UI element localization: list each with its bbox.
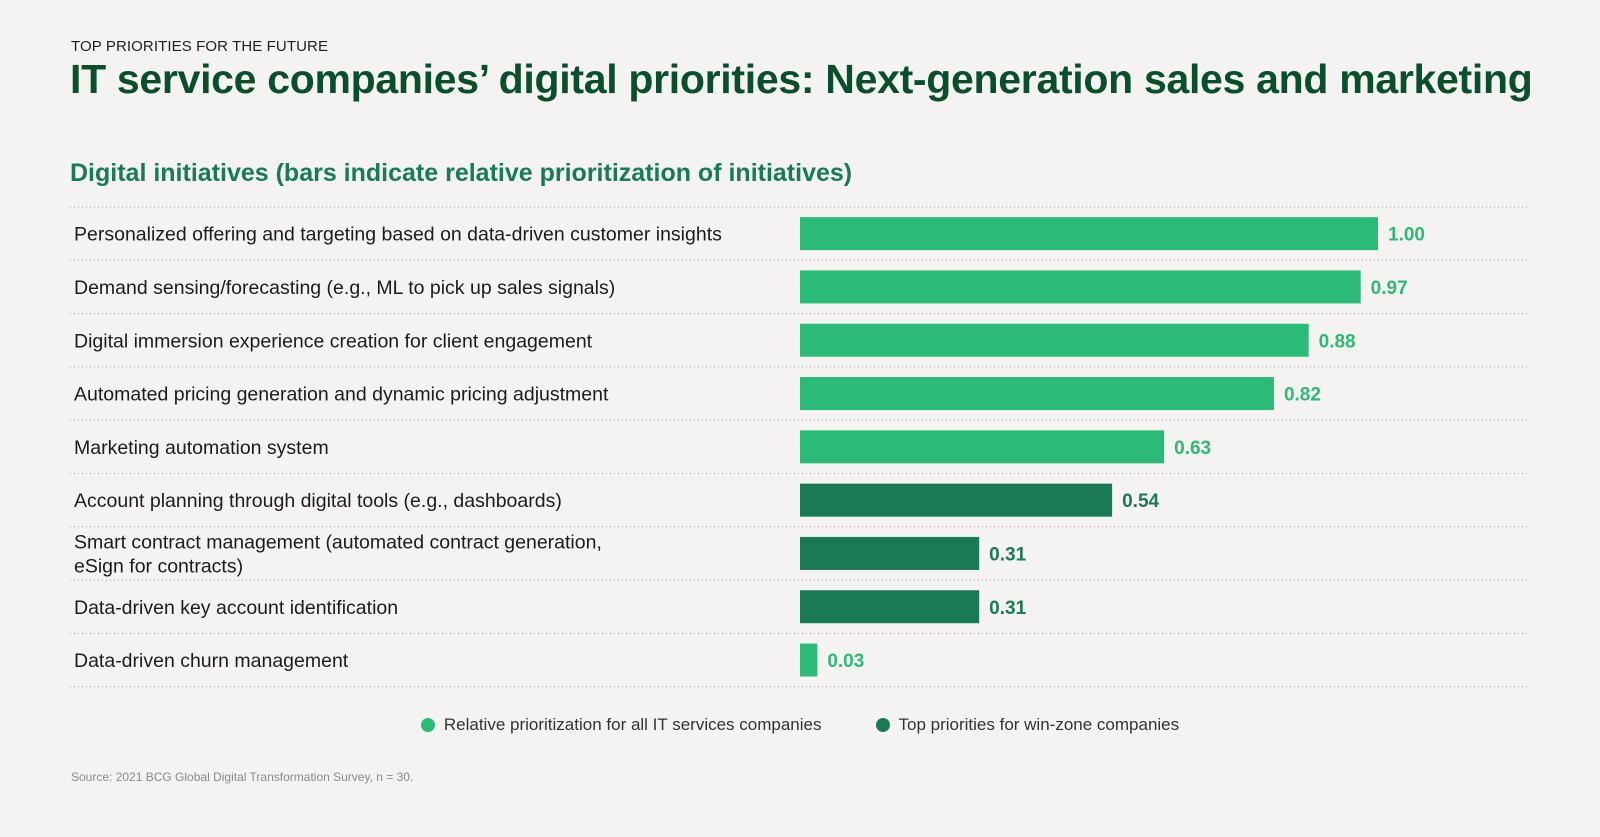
bar xyxy=(800,217,1378,251)
value-label: 0.63 xyxy=(1174,438,1211,459)
legend-label: Relative prioritization for all IT servi… xyxy=(443,715,822,734)
bar xyxy=(800,430,1165,464)
bar xyxy=(800,643,818,677)
value-label: 0.31 xyxy=(989,544,1026,565)
legend-label: Top priorities for win-zone companies xyxy=(898,715,1180,734)
category-label: Data-driven churn management xyxy=(74,650,349,672)
category-label: Digital immersion experience creation fo… xyxy=(74,330,593,352)
value-label: 0.54 xyxy=(1122,491,1159,512)
bar-chart: Personalized offering and targeting base… xyxy=(70,206,1530,688)
value-label: 0.97 xyxy=(1371,278,1408,299)
category-label: Account planning through digital tools (… xyxy=(74,490,562,512)
bar xyxy=(800,536,980,570)
chart-subtitle: Digital initiatives (bars indicate relat… xyxy=(70,159,853,187)
legend-item-win-zone: Top priorities for win-zone companies xyxy=(875,715,1180,735)
category-label: Smart contract management (automated con… xyxy=(74,531,602,577)
value-label: 0.03 xyxy=(827,651,864,672)
legend: Relative prioritization for all IT servi… xyxy=(0,715,1600,735)
legend-marker-icon xyxy=(420,718,435,732)
legend-item-all-companies: Relative prioritization for all IT servi… xyxy=(420,715,822,735)
bar xyxy=(800,323,1309,357)
value-label: 1.00 xyxy=(1388,225,1425,246)
legend-marker-icon xyxy=(875,718,890,732)
bar xyxy=(800,270,1361,304)
source-note: Source: 2021 BCG Global Digital Transfor… xyxy=(71,770,414,784)
value-label: 0.31 xyxy=(989,598,1026,619)
bar xyxy=(800,590,980,624)
chart-title: IT service companies’ digital priorities… xyxy=(70,56,1533,102)
category-label: Data-driven key account identification xyxy=(74,597,398,619)
bar xyxy=(800,483,1113,517)
category-label: Personalized offering and targeting base… xyxy=(74,224,722,246)
category-label: Demand sensing/forecasting (e.g., ML to … xyxy=(74,277,615,299)
chart-kicker: TOP PRIORITIES FOR THE FUTURE xyxy=(71,38,329,55)
category-label: Marketing automation system xyxy=(74,437,329,459)
value-label: 0.82 xyxy=(1284,385,1321,406)
category-label: Automated pricing generation and dynamic… xyxy=(74,384,609,406)
bar xyxy=(800,377,1274,411)
value-label: 0.88 xyxy=(1319,331,1356,352)
